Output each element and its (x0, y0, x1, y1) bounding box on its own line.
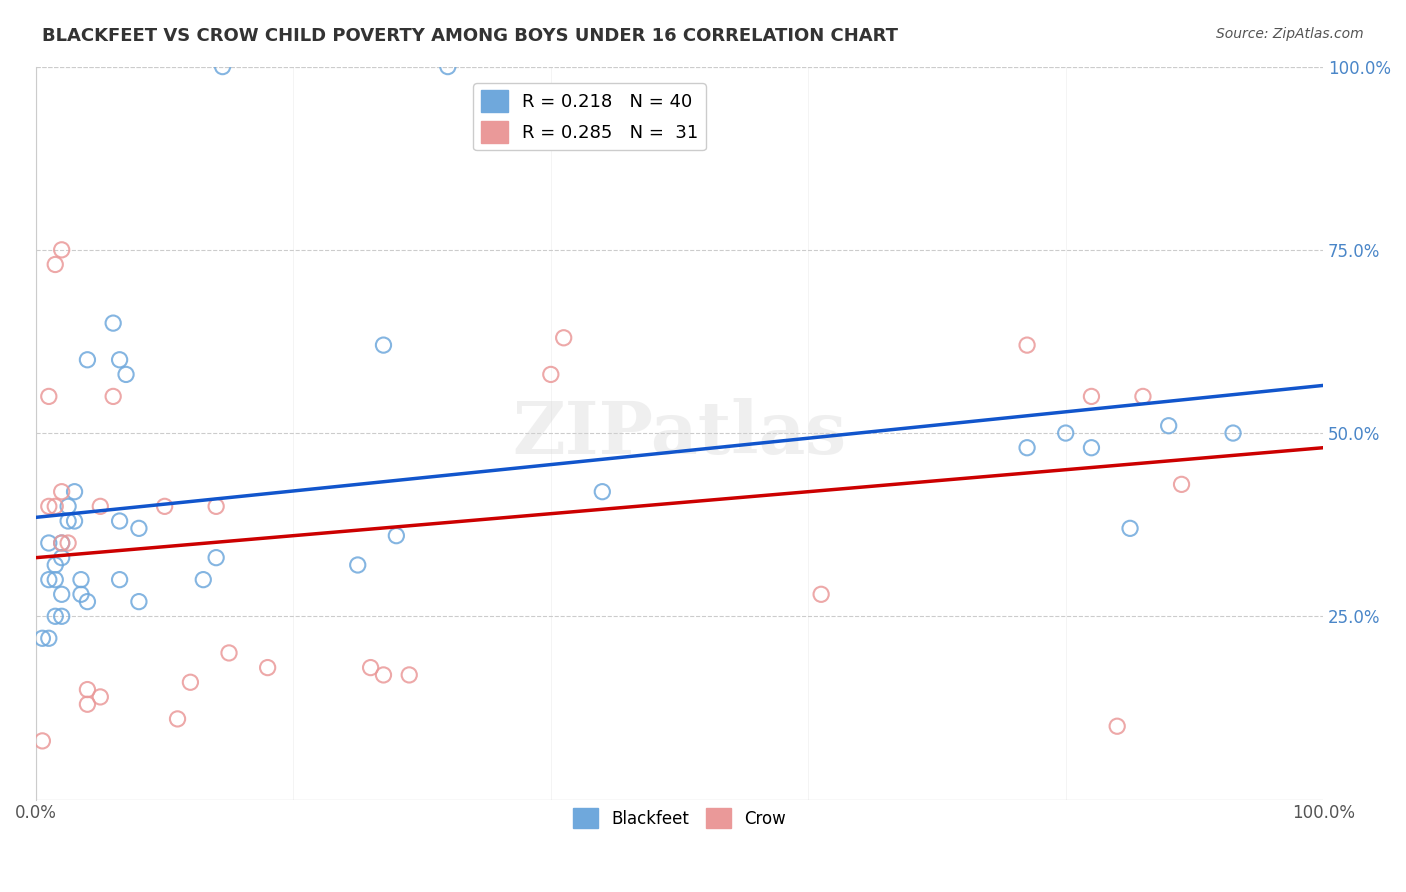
Point (1080, 441, 1102, 455)
Point (437, 60, 460, 74)
Point (591, 484, 613, 499)
Point (1015, 441, 1038, 455)
Point (211, 60, 233, 74)
Point (44, 258, 66, 272)
Point (70, 587, 93, 601)
Point (51, 536, 73, 550)
Point (56, 500, 79, 514)
Point (360, 660, 382, 674)
Point (108, 573, 131, 587)
Point (1222, 425, 1244, 440)
Point (51, 536, 73, 550)
Point (38, 389, 60, 403)
Legend: Blackfeet, Crow: Blackfeet, Crow (567, 802, 793, 835)
Point (76, 594, 98, 608)
Point (385, 529, 408, 543)
Point (56, 514, 79, 528)
Point (101, 316, 124, 330)
Point (38, 632, 60, 646)
Point (193, 573, 215, 587)
Point (256, 660, 278, 674)
Text: BLACKFEET VS CROW CHILD POVERTY AMONG BOYS UNDER 16 CORRELATION CHART: BLACKFEET VS CROW CHILD POVERTY AMONG BO… (42, 27, 898, 45)
Point (128, 521, 150, 535)
Point (205, 550, 228, 565)
Point (51, 609, 73, 624)
Point (63, 514, 86, 528)
Point (89, 500, 111, 514)
Point (44, 558, 66, 572)
Point (31, 734, 53, 748)
Point (218, 646, 240, 660)
Point (128, 594, 150, 608)
Point (51, 587, 73, 601)
Point (108, 514, 131, 528)
Point (38, 536, 60, 550)
Point (63, 484, 86, 499)
Point (373, 668, 395, 682)
Point (115, 368, 138, 382)
Point (38, 573, 60, 587)
Point (51, 550, 73, 565)
Point (76, 352, 98, 367)
Point (153, 500, 176, 514)
Point (108, 352, 131, 367)
Point (553, 331, 575, 345)
Point (44, 500, 66, 514)
Text: ZIPatlas: ZIPatlas (512, 398, 846, 468)
Point (810, 587, 832, 601)
Point (44, 573, 66, 587)
Point (179, 675, 201, 690)
Point (101, 389, 124, 403)
Point (31, 632, 53, 646)
Point (1170, 477, 1192, 491)
Point (56, 536, 79, 550)
Point (1054, 425, 1077, 440)
Point (398, 668, 420, 682)
Point (1132, 389, 1154, 403)
Point (346, 558, 368, 572)
Point (1015, 338, 1038, 352)
Point (1080, 389, 1102, 403)
Point (166, 712, 188, 726)
Point (38, 500, 60, 514)
Point (373, 338, 395, 352)
Point (540, 368, 562, 382)
Point (51, 484, 73, 499)
Point (205, 500, 228, 514)
Point (1157, 418, 1180, 433)
Point (70, 573, 93, 587)
Point (51, 243, 73, 257)
Point (1107, 719, 1129, 733)
Point (89, 690, 111, 704)
Point (44, 609, 66, 624)
Point (76, 682, 98, 697)
Point (1119, 521, 1142, 535)
Point (76, 698, 98, 712)
Text: Source: ZipAtlas.com: Source: ZipAtlas.com (1216, 27, 1364, 41)
